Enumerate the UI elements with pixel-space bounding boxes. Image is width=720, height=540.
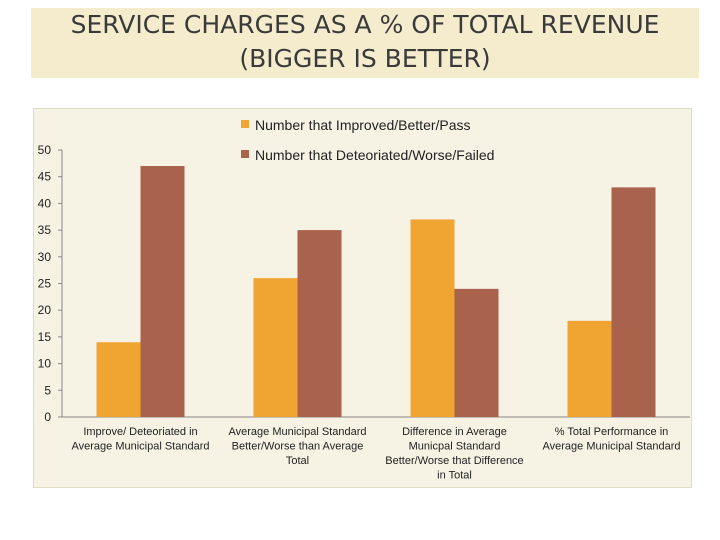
x-axis-labels: Improve/ Deteoriated in Average Municipal…: [72, 426, 681, 482]
page-title: SERVICE CHARGES AS A % OF TOTAL REVENUE …: [31, 8, 699, 76]
legend-label-deteriorated: Number that Deteoriated/Worse/Failed: [255, 147, 494, 163]
bar-improved: [567, 320, 612, 417]
title-band: [31, 8, 699, 78]
x-category-label: % Total Performance in Average Municipal …: [543, 426, 681, 453]
page-title-line-1: SERVICE CHARGES AS A % OF TOTAL REVENUE: [70, 10, 660, 39]
bar-improved: [253, 278, 298, 417]
y-tick-label: 25: [38, 277, 52, 291]
y-tick-label: 10: [38, 357, 52, 371]
page-title-line-2: (BIGGER IS BETTER): [239, 44, 491, 73]
y-tick-label: 50: [38, 143, 52, 157]
y-tick-label: 45: [38, 170, 52, 184]
x-category-label: Improve/ Deteoriated in Average Municipal…: [72, 426, 210, 453]
y-tick-label: 15: [38, 330, 52, 344]
bar-improved: [410, 219, 455, 417]
bar-deteriorated: [140, 166, 185, 417]
y-tick-label: 0: [44, 410, 51, 424]
y-tick-label: 5: [44, 383, 51, 397]
bar-deteriorated: [297, 230, 342, 417]
bar-deteriorated: [611, 187, 656, 417]
y-tick-label: 20: [38, 303, 52, 317]
y-tick-label: 35: [38, 223, 52, 237]
y-axis: 0 5 10 15 20 25 30 35 40 45 50: [38, 143, 690, 424]
x-category-label: Average Municipal Standard Better/Worse t…: [229, 426, 367, 467]
x-category-label: Difference in Average Municpal Standard Be…: [385, 426, 523, 482]
legend-swatch-improved: [241, 120, 249, 128]
bar-improved: [96, 342, 141, 417]
legend-label-improved: Number that Improved/Better/Pass: [255, 117, 471, 133]
y-tick-label: 30: [38, 250, 52, 264]
bar-deteriorated: [454, 288, 499, 417]
legend: Number that Improved/Better/Pass Number t…: [241, 117, 494, 163]
y-tick-label: 40: [38, 196, 52, 210]
legend-swatch-deteriorated: [241, 150, 249, 158]
bars: [96, 166, 656, 417]
